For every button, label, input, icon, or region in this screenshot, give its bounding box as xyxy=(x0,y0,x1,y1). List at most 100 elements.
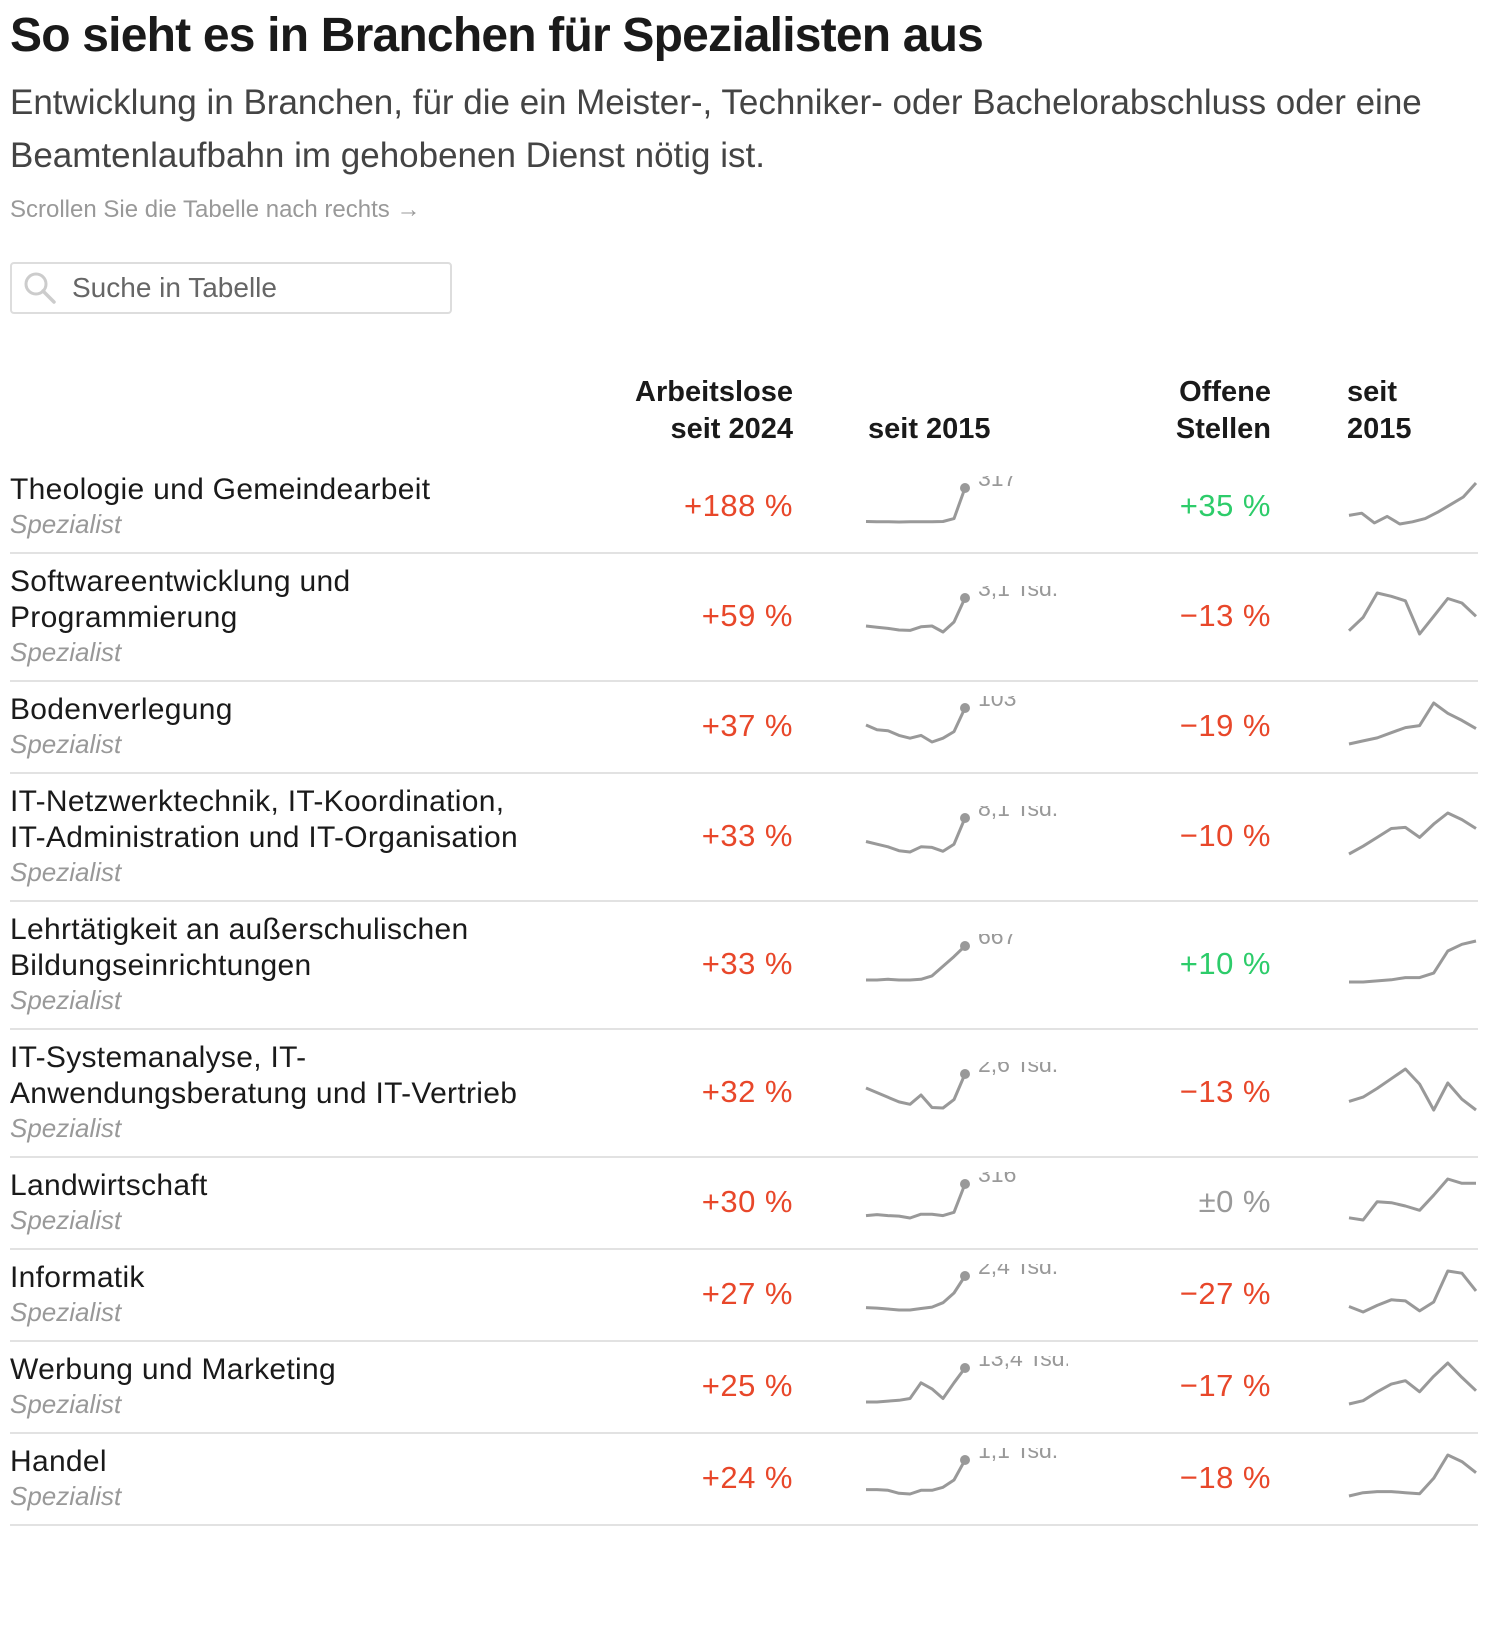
sparkline: 13,4 Tsd. xyxy=(866,1345,1071,1403)
trend-line xyxy=(866,1366,967,1403)
qualification-level: Spezialist xyxy=(10,729,122,759)
subtitle: Entwicklung in Branchen, für die ein Mei… xyxy=(10,83,1422,175)
trend-line xyxy=(866,944,967,981)
trend-end-dot xyxy=(960,702,970,713)
openings-change: −27 % xyxy=(1179,1276,1271,1311)
sector-name: Werbung und Marketing xyxy=(10,1353,336,1386)
trend-line xyxy=(1348,701,1477,745)
table-row: Landwirtschaft Spezialist +30 % 316 ±0 % xyxy=(10,1158,1478,1250)
trend-end-label: 3,1 Tsd. xyxy=(978,586,1058,601)
row-label: Lehrtätigkeit an außerschulischen Bildun… xyxy=(10,912,560,1016)
openings-change: ±0 % xyxy=(1198,1184,1271,1219)
table-body: Theologie und Gemeindearbeit Spezialist +1… xyxy=(10,462,1478,1526)
column-header: Offene Stellen xyxy=(1175,376,1271,445)
sparkline xyxy=(1348,1453,1477,1497)
sparkline: 3,1 Tsd. xyxy=(865,575,1058,633)
trend-end-label: 2,6 Tsd. xyxy=(978,1062,1058,1077)
sparkline xyxy=(1348,1067,1477,1111)
unemployed-change: +59 % xyxy=(701,598,793,633)
unemployed-change: +32 % xyxy=(701,1074,793,1109)
sparkline xyxy=(1347,591,1478,635)
search-box[interactable] xyxy=(10,262,452,314)
sparkline: 317 xyxy=(865,465,1016,523)
table-row: Bodenverlegung Spezialist +37 % 103 −19 % xyxy=(10,682,1478,774)
page: So sieht es in Branchen für Spezialisten… xyxy=(0,8,1488,1644)
sector-name: Bodenverlegung xyxy=(10,693,233,726)
openings-trend-cell xyxy=(1271,478,1478,535)
trend-end-label: 103 xyxy=(978,696,1016,711)
trend-end-label: 667 xyxy=(978,934,1016,949)
sector-name: Lehrtätigkeit an außerschulischen Bildun… xyxy=(10,913,469,982)
trend-line xyxy=(1348,1177,1476,1221)
openings-change: −13 % xyxy=(1179,598,1271,633)
unemployed-trend-cell: 2,6 Tsd. xyxy=(793,1051,1073,1123)
sparkline xyxy=(1348,1361,1478,1405)
openings-change: −17 % xyxy=(1179,1368,1271,1403)
sparkline xyxy=(1348,811,1477,855)
trend-line xyxy=(1348,1067,1477,1111)
trend-end-dot xyxy=(960,1454,970,1465)
content: So sieht es in Branchen für Spezialisten… xyxy=(0,8,1488,1526)
qualification-level: Spezialist xyxy=(10,1205,122,1235)
column-header: Arbeitslose seit 2024 xyxy=(635,376,793,445)
trend-line xyxy=(865,486,967,523)
openings-trend-cell xyxy=(1271,808,1477,865)
trend-end-label: 317 xyxy=(978,476,1016,491)
openings-trend-cell xyxy=(1271,1450,1477,1507)
sector-name: Handel xyxy=(10,1445,107,1478)
column-header: seit 2015 xyxy=(1347,376,1412,445)
row-label: Bodenverlegung Spezialist xyxy=(10,692,560,760)
sparkline: 316 xyxy=(865,1161,1016,1219)
sector-name: IT-Systemanalyse, IT-Anwendungsberatung … xyxy=(10,1041,518,1110)
openings-change: +35 % xyxy=(1179,488,1271,523)
sparkline xyxy=(1348,701,1477,745)
table-row: IT-Netzwerktechnik, IT-Koordination, IT-… xyxy=(10,774,1478,902)
trend-line xyxy=(865,816,967,853)
openings-change: −13 % xyxy=(1179,1074,1271,1109)
trend-end-label: 13,4 Tsd. xyxy=(978,1356,1068,1371)
trend-line xyxy=(1349,939,1477,983)
table-row: Lehrtätigkeit an außerschulischen Bildun… xyxy=(10,902,1478,1030)
sparkline: 2,4 Tsd. xyxy=(865,1253,1058,1311)
unemployed-trend-cell: 13,4 Tsd. xyxy=(793,1345,1073,1417)
trend-end-dot xyxy=(960,812,970,823)
openings-trend-cell xyxy=(1271,936,1477,993)
unemployed-trend-cell: 1,1 Tsd. xyxy=(793,1437,1073,1509)
trend-line xyxy=(865,1182,967,1219)
trend-end-dot xyxy=(960,1270,970,1281)
openings-trend-cell xyxy=(1271,698,1477,755)
unemployed-change: +27 % xyxy=(701,1276,793,1311)
row-label: IT-Systemanalyse, IT-Anwendungsberatung … xyxy=(10,1040,560,1144)
table-row: Handel Spezialist +24 % 1,1 Tsd. −18 % xyxy=(10,1434,1478,1526)
row-label: Theologie und Gemeindearbeit Spezialist xyxy=(10,472,560,540)
unemployed-change: +33 % xyxy=(701,946,793,981)
trend-end-label: 8,1 Tsd. xyxy=(978,806,1058,821)
sparkline: 1,1 Tsd. xyxy=(866,1437,1058,1495)
unemployed-trend-cell: 667 xyxy=(793,923,1073,995)
unemployed-trend-cell: 317 xyxy=(793,465,1073,537)
unemployed-trend-cell: 8,1 Tsd. xyxy=(793,795,1073,867)
trend-end-label: 2,4 Tsd. xyxy=(978,1264,1058,1279)
sparkline: 103 xyxy=(865,685,1016,743)
trend-line xyxy=(865,706,967,743)
trend-end-dot xyxy=(960,1068,970,1079)
qualification-level: Spezialist xyxy=(10,509,122,539)
openings-trend-cell xyxy=(1271,1358,1478,1415)
qualification-level: Spezialist xyxy=(10,1389,122,1419)
sector-name: Softwareentwicklung und Programmierung xyxy=(10,565,351,634)
sector-name: IT-Netzwerktechnik, IT-Koordination, IT-… xyxy=(10,785,518,854)
unemployed-change: +25 % xyxy=(701,1368,793,1403)
unemployed-change: +188 % xyxy=(683,488,793,523)
row-label: Werbung und Marketing Spezialist xyxy=(10,1352,560,1420)
unemployed-trend-cell: 103 xyxy=(793,685,1073,757)
table-row: Informatik Spezialist +27 % 2,4 Tsd. −27 % xyxy=(10,1250,1478,1342)
trend-line xyxy=(866,1458,967,1495)
sparkline xyxy=(1348,1269,1478,1313)
qualification-level: Spezialist xyxy=(10,1297,122,1327)
trend-line xyxy=(1348,1269,1478,1313)
trend-line xyxy=(865,1274,967,1311)
search-input[interactable] xyxy=(70,271,434,305)
unemployed-change: +33 % xyxy=(701,818,793,853)
trend-line xyxy=(1348,1361,1478,1405)
unemployed-trend-cell: 3,1 Tsd. xyxy=(793,575,1073,647)
